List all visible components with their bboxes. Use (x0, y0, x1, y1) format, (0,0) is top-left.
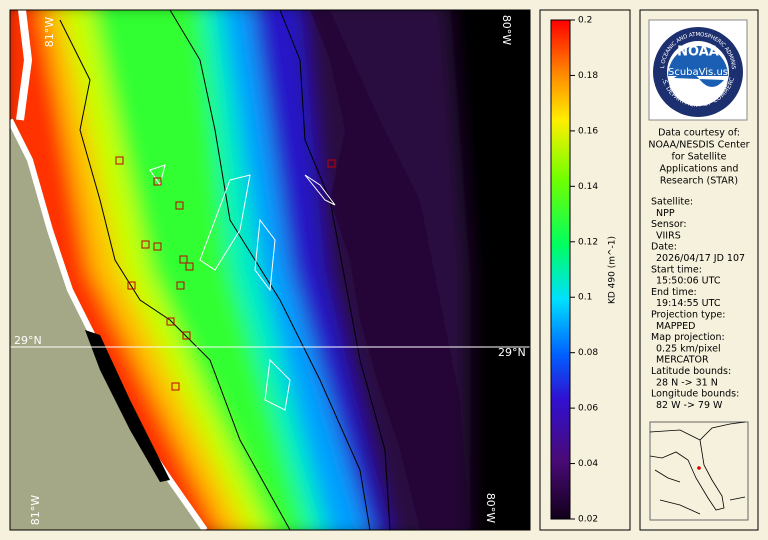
map-label: 80°W (484, 493, 497, 523)
colorbar-tick-label: 0.2 (578, 16, 592, 26)
field-label: Satellite: (651, 197, 693, 208)
field-value: VIIRS (656, 230, 681, 241)
colorbar-label: KD 490 (m^-1) (608, 236, 618, 304)
field-label: Latitude bounds: (651, 366, 731, 377)
field-label: Projection type: (651, 310, 725, 321)
colorbar-tick-label: 0.08 (578, 348, 598, 358)
field-label: End time: (651, 287, 697, 298)
field-value: 82 W -> 79 W (656, 400, 723, 411)
credit-line: Data courtesy of: (658, 128, 740, 139)
colorbar-tick-label: 0.02 (578, 515, 598, 525)
map-label: 81°W (43, 17, 56, 47)
colorbar-tick-label: 0.16 (578, 126, 598, 136)
field-label: Longitude bounds: (651, 389, 739, 400)
field-value: 2026/04/17 JD 107 (656, 253, 745, 264)
colorbar-tick-label: 0.1 (578, 293, 592, 303)
field-label: Start time: (651, 264, 702, 275)
map-label: 81°W (29, 495, 42, 525)
colorbar-tick-label: 0.06 (578, 404, 598, 414)
credit-line: NOAA/NESDIS Center (648, 140, 749, 151)
credit-line: for Satellite (672, 152, 727, 163)
map: 29°N 29°N 81°W 80°W 81°W 80°W (10, 10, 530, 530)
field-value: 28 N -> 31 N (656, 377, 718, 388)
field-value: NPP (656, 208, 675, 219)
map-frame (9, 9, 531, 531)
field-label: Map projection: (651, 332, 725, 343)
field-value: MAPPED (656, 321, 695, 332)
field-value: 15:50:06 UTC (656, 276, 721, 287)
field-value: 19:14:55 UTC (656, 298, 721, 309)
credit-line: Applications and (660, 164, 739, 175)
map-label: 29°N (498, 346, 526, 359)
field-value: 0.25 km/pixel (656, 343, 721, 354)
logo-watermark: ScubaVis.us (668, 67, 728, 78)
field-label: Sensor: (651, 219, 687, 230)
colorbar-panel: KD 490 (m^-1) 0.02 0.04 0.06 0.08 0.1 0.12 0.1… (539, 9, 631, 531)
map-label: 80°W (500, 15, 513, 45)
field-value: MERCATOR (656, 355, 709, 366)
colorbar (550, 19, 571, 520)
logo-name: NOAA (677, 45, 719, 60)
colorbar-tick-label: 0.04 (578, 459, 598, 469)
map-label: 29°N (14, 334, 42, 347)
credit-line: Research (STAR) (660, 176, 738, 187)
colorbar-tick-label: 0.18 (578, 71, 598, 81)
colorbar-tick-label: 0.12 (578, 237, 598, 247)
colorbar-tick-label: 0.14 (578, 182, 598, 192)
field-label: Date: (651, 242, 677, 253)
